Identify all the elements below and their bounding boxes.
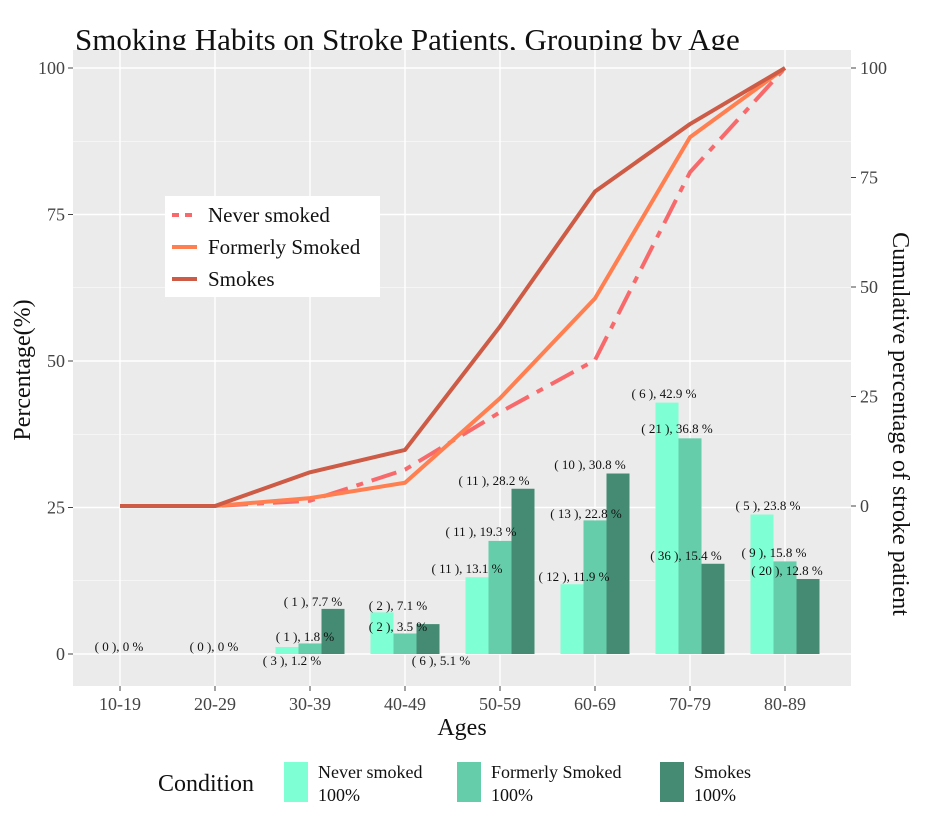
bar-formerly-smoked (773, 561, 797, 654)
x-tick-label: 30-39 (289, 694, 331, 714)
bar-never-smoked (370, 612, 394, 654)
bar-smokes (511, 488, 535, 654)
x-axis-title: Ages (437, 715, 486, 741)
data-label: ( 36 ), 15.4 % (650, 548, 722, 563)
data-label: ( 5 ), 23.8 % (736, 498, 801, 513)
bar-never-smoked (275, 646, 299, 654)
line-legend-label: Formerly Smoked (208, 235, 361, 259)
y2-axis-title: Cumulative percentage of stroke patient (887, 232, 913, 616)
y-tick-label: 0 (56, 644, 65, 664)
bar-formerly-smoked (583, 520, 607, 654)
y-axis-title: Percentage(%) (10, 299, 36, 440)
data-label: ( 1 ), 7.7 % (284, 594, 343, 609)
y-tick-label: 25 (47, 498, 65, 518)
data-label: ( 11 ), 13.1 % (431, 561, 502, 576)
x-tick-label: 70-79 (669, 694, 711, 714)
data-label: ( 0 ), 0 % (190, 639, 239, 654)
x-tick-label: 80-89 (764, 694, 806, 714)
line-legend (165, 196, 380, 297)
data-label: ( 9 ), 15.8 % (742, 545, 807, 560)
line-legend-label: Smokes (208, 267, 275, 291)
bar-legend-label: Smokes (694, 762, 751, 782)
data-label: ( 11 ), 19.3 % (445, 524, 516, 539)
bar-formerly-smoked (678, 438, 702, 654)
y2-tick-label: 75 (860, 168, 878, 188)
data-label: ( 13 ), 22.8 % (550, 506, 622, 521)
bar-smokes (416, 624, 440, 654)
bar-never-smoked (750, 514, 774, 654)
y-tick-label: 75 (47, 205, 65, 225)
y2-tick-label: 25 (860, 387, 878, 407)
bar-legend-swatch (457, 762, 481, 802)
bar-never-smoked (560, 584, 584, 654)
data-label: ( 2 ), 3.5 % (369, 619, 428, 634)
bar-smokes (321, 608, 345, 654)
bar-legend-label: Formerly Smoked (491, 762, 622, 782)
y2-tick-label: 0 (860, 496, 869, 516)
bar-legend-swatch (284, 762, 308, 802)
x-tick-label: 40-49 (384, 694, 426, 714)
bar-legend-sub: 100% (694, 785, 736, 805)
bar-smokes (796, 578, 820, 654)
bar-legend-sub: 100% (318, 785, 360, 805)
y2-tick-label: 100 (860, 58, 887, 78)
line-formerly-smoked (120, 66, 787, 508)
bar-formerly-smoked (393, 633, 417, 654)
line-legend-box (165, 196, 380, 297)
x-tick-label: 20-29 (194, 694, 236, 714)
x-tick-label: 10-19 (99, 694, 141, 714)
data-label: ( 1 ), 1.8 % (276, 629, 335, 644)
line-legend-label: Never smoked (208, 203, 330, 227)
data-label: ( 11 ), 28.2 % (458, 473, 529, 488)
y2-tick-label: 50 (860, 277, 878, 297)
x-tick-label: 60-69 (574, 694, 616, 714)
bar-formerly-smoked (298, 643, 322, 654)
data-label: ( 20 ), 12.8 % (751, 563, 823, 578)
data-label: ( 3 ), 1.2 % (263, 653, 322, 668)
data-label: ( 12 ), 11.9 % (538, 569, 609, 584)
bar-smokes (606, 473, 630, 654)
x-tick-label: 50-59 (479, 694, 521, 714)
bar-never-smoked (465, 577, 489, 654)
data-label: ( 2 ), 7.1 % (369, 598, 428, 613)
bar-never-smoked (655, 402, 679, 654)
line-smokes (120, 66, 787, 508)
y-tick-label: 100 (38, 58, 65, 78)
data-label: ( 6 ), 5.1 % (412, 653, 471, 668)
data-label: ( 6 ), 42.9 % (632, 386, 697, 401)
bar-legend-title: Condition (158, 771, 254, 797)
y-tick-label: 50 (47, 351, 65, 371)
data-label: ( 0 ), 0 % (95, 639, 144, 654)
bar-legend-label: Never smoked (318, 762, 422, 782)
data-label: ( 10 ), 30.8 % (554, 457, 626, 472)
plot-panel (73, 50, 851, 686)
bar-formerly-smoked (488, 540, 512, 654)
bar-legend-swatch (660, 762, 684, 802)
data-label: ( 21 ), 36.8 % (641, 421, 713, 436)
bar-legend-sub: 100% (491, 785, 533, 805)
bar-smokes (701, 563, 725, 654)
